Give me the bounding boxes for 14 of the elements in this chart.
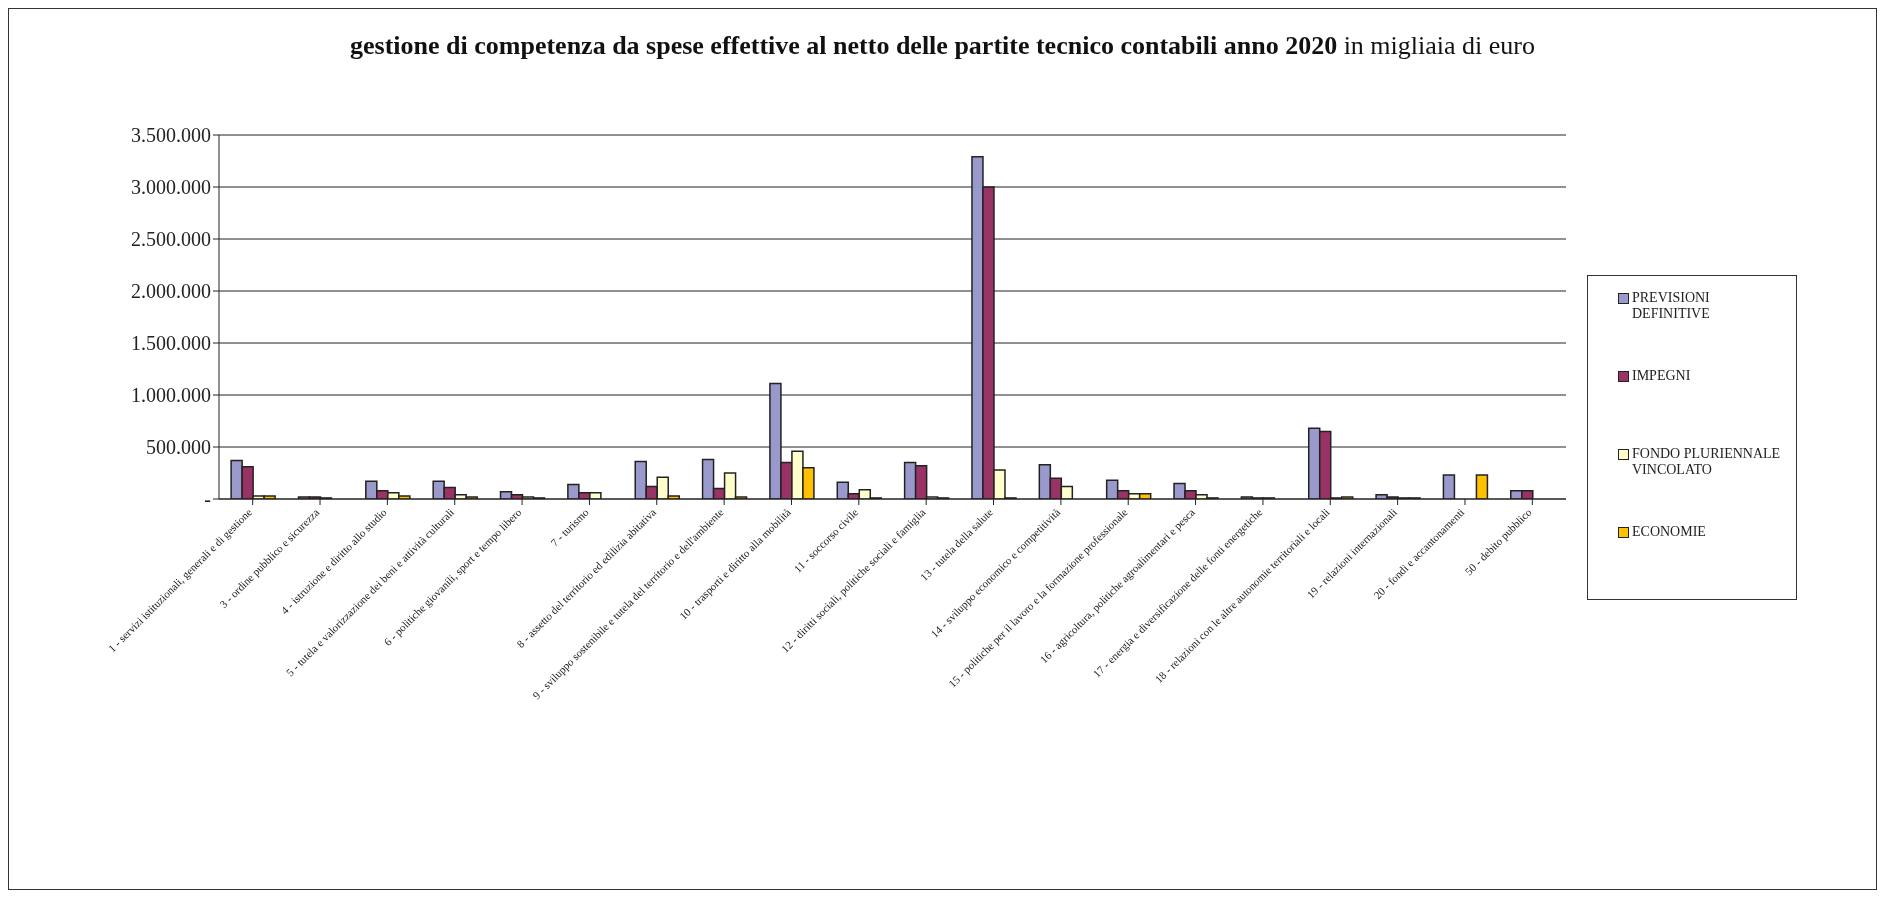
chart-title: gestione di competenza da spese effettive al netto delle partite tecnico contabili anno 2020 [350,31,1338,60]
y-tick-label: 500.000 [146,436,211,459]
legend-label: ECONOMIE [1632,524,1706,540]
y-tick-label: 2.000.000 [131,280,211,303]
y-tick-label: 3.500.000 [131,124,211,147]
y-tick-label: 1.500.000 [131,332,211,355]
legend-label: IMPEGNI [1632,368,1691,384]
y-tick-label: 2.500.000 [131,228,211,251]
chart-subtitle: in migliaia di euro [1342,31,1535,60]
y-tick-label: 1.000.000 [131,384,211,407]
legend-label: FONDO PLURIENNALE VINCOLATO [1632,446,1782,478]
legend-label: PREVISIONI DEFINITIVE [1632,290,1711,322]
y-tick-label: 3.000.000 [131,176,211,199]
y-tick-label: - [204,488,211,511]
